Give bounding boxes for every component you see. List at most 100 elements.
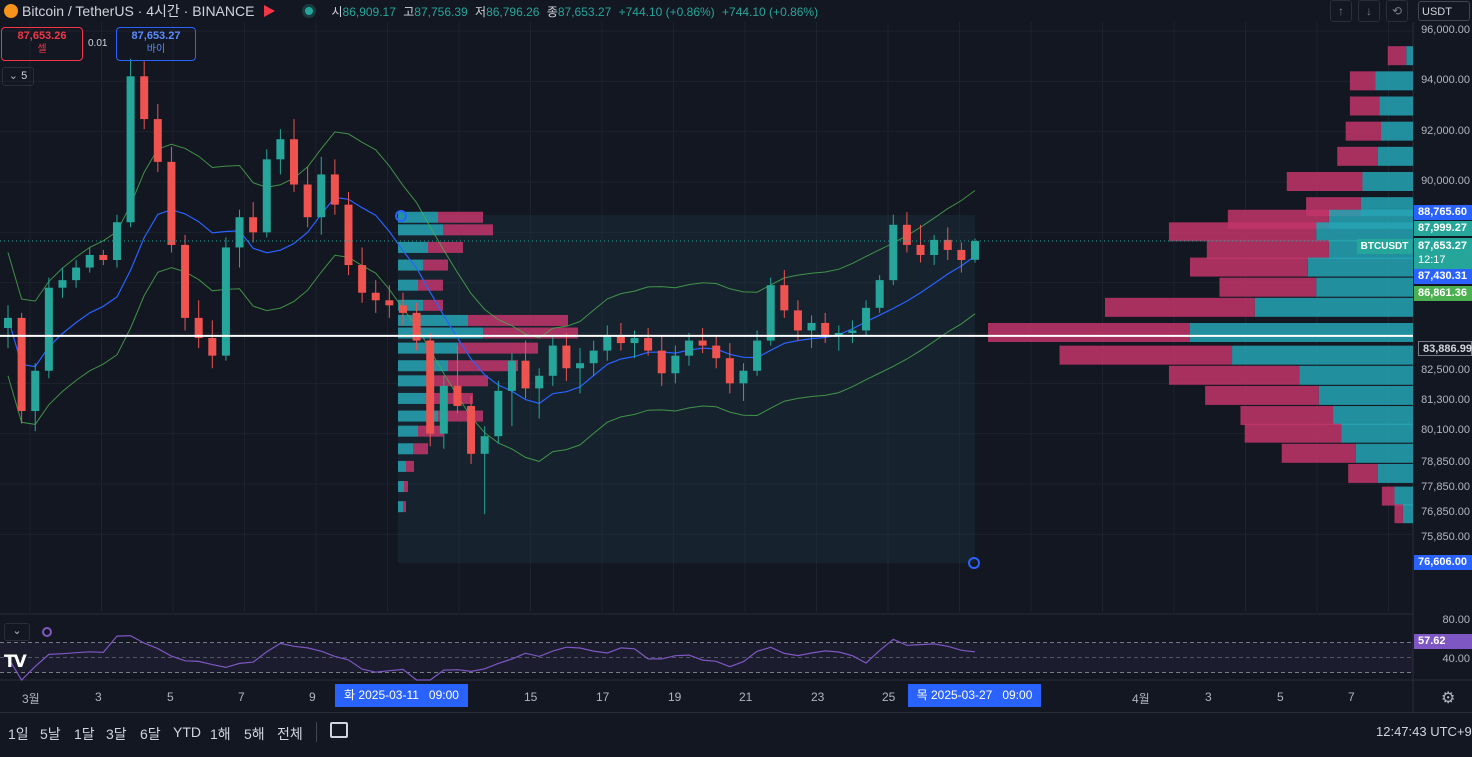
- sell-price: 87,653.26: [17, 30, 67, 42]
- buy-label: 바이: [146, 44, 166, 55]
- range-button[interactable]: 5날: [40, 726, 61, 742]
- candle-body: [317, 174, 326, 218]
- vp-bar-up: [1402, 504, 1413, 524]
- fixed-range-box[interactable]: [398, 215, 975, 563]
- range-button[interactable]: 3달: [106, 726, 127, 742]
- candle-body: [916, 244, 925, 255]
- frvp-bar-up: [398, 425, 418, 437]
- candle-body: [753, 340, 762, 371]
- indicator-collapse-button[interactable]: ⌄ 5: [2, 67, 34, 86]
- chevron-down-icon: ⌄: [12, 625, 22, 637]
- symbol-title[interactable]: Bitcoin / TetherUS · 4시간 · BINANCE: [22, 3, 255, 19]
- time-axis-label: 3월: [22, 692, 40, 706]
- rsi-handle[interactable]: [42, 627, 52, 637]
- vp-bar-down: [1219, 277, 1317, 297]
- vp-bar-down: [1244, 423, 1342, 443]
- high-label: 고: [403, 4, 415, 19]
- range-button[interactable]: 5해: [244, 726, 265, 742]
- candle-body: [439, 385, 448, 434]
- price-axis-label: 82,500.00: [1421, 363, 1470, 376]
- candle-body: [712, 345, 721, 359]
- clock-label[interactable]: 12:47:43 UTC+9: [1376, 724, 1472, 739]
- candle-body: [521, 360, 530, 389]
- green-line-tag-1: 87,999.27: [1414, 221, 1472, 236]
- vp-bar-up: [1341, 423, 1413, 443]
- tradingview-logo: TV: [4, 652, 27, 672]
- frvp-bar-up: [398, 299, 423, 311]
- last-price: 87,653.27: [1418, 240, 1467, 252]
- scroll-up-button[interactable]: ↑: [1330, 0, 1352, 22]
- date-range-icon[interactable]: [330, 722, 348, 738]
- vp-bar-down: [1286, 172, 1363, 191]
- range-button[interactable]: 1해: [210, 726, 231, 742]
- vp-bar-down: [1387, 46, 1407, 66]
- settings-gear-icon[interactable]: ⚙: [1441, 690, 1456, 707]
- range-start-label: 화 2025-03-11 09:00: [335, 684, 468, 707]
- mid-tag: 87,430.31: [1414, 269, 1472, 284]
- frvp-bar-down: [428, 392, 473, 404]
- reset-button[interactable]: ⟲: [1386, 0, 1408, 22]
- vp-bar-up: [1394, 486, 1413, 506]
- currency-selector[interactable]: USDT: [1418, 1, 1470, 21]
- candle-body: [684, 340, 693, 356]
- range-handle-start[interactable]: [395, 210, 407, 222]
- poc-tag: 83,886.99: [1418, 341, 1472, 356]
- candle-body: [4, 317, 12, 328]
- frvp-bar-up: [398, 501, 403, 513]
- time-axis-label: 3: [1205, 690, 1212, 704]
- spread-value: 0.01: [88, 38, 108, 49]
- candle-body: [99, 254, 108, 261]
- open-label: 시: [331, 4, 343, 19]
- candle-body: [793, 310, 802, 331]
- range-handle-end[interactable]: [968, 557, 980, 569]
- rsi-axis-bottom: 40.00: [1442, 653, 1470, 665]
- frvp-bar-down: [433, 375, 488, 387]
- range-button[interactable]: YTD: [173, 724, 201, 740]
- scroll-down-button[interactable]: ↓: [1358, 0, 1380, 22]
- arrow-down-icon: ↓: [1366, 4, 1372, 18]
- time-axis-label: 4월: [1132, 692, 1150, 706]
- rsi-collapse-button[interactable]: ⌄: [4, 623, 30, 641]
- time-axis-label: 7: [1348, 690, 1355, 704]
- frvp-bar-up: [398, 327, 483, 339]
- time-axis-label: 5: [1277, 690, 1284, 704]
- candle-body: [208, 338, 217, 356]
- time-axis-label: 9: [309, 690, 316, 704]
- frvp-bar-up: [398, 375, 433, 387]
- price-axis-label: 96,000.00: [1421, 24, 1470, 36]
- candle-body: [262, 159, 271, 233]
- candle-body: [971, 241, 979, 260]
- candle-body: [889, 224, 898, 281]
- refresh-icon: ⟲: [1391, 4, 1403, 18]
- candle-body: [834, 333, 843, 336]
- frvp-bar-down: [438, 211, 483, 223]
- vp-bar-down: [1059, 345, 1233, 365]
- candle-body: [671, 355, 680, 374]
- buy-button[interactable]: 87,653.27 바이: [116, 27, 196, 61]
- frvp-bar-down: [458, 342, 538, 354]
- frvp-bar-down: [406, 460, 414, 472]
- time-axis-label: 25: [882, 690, 896, 704]
- range-button[interactable]: 1달: [74, 726, 95, 742]
- frvp-bar-down: [404, 481, 408, 493]
- last-price-tag: 87,653.27 12:17: [1414, 238, 1472, 269]
- frvp-bar-up: [398, 259, 423, 271]
- range-button[interactable]: 6달: [140, 726, 161, 742]
- chevron-down-icon: ⌄: [8, 70, 19, 82]
- range-button[interactable]: 전체: [277, 726, 303, 742]
- rsi-axis-top: 80.00: [1442, 614, 1470, 626]
- vp-bar-down: [1205, 385, 1319, 405]
- low-label: 저: [475, 4, 487, 19]
- frvp-bar-up: [398, 241, 428, 253]
- range-button[interactable]: 1일: [8, 726, 29, 742]
- frvp-bar-up: [398, 279, 418, 291]
- candle-body: [930, 239, 939, 255]
- price-axis-label: 94,000.00: [1421, 74, 1470, 87]
- flag-icon[interactable]: [264, 5, 276, 17]
- sell-button[interactable]: 87,653.26 셀: [1, 27, 83, 61]
- vp-bar-down: [1337, 146, 1378, 166]
- candle-body: [562, 345, 571, 369]
- vp-bar-up: [1406, 46, 1413, 66]
- candle-body: [221, 247, 230, 356]
